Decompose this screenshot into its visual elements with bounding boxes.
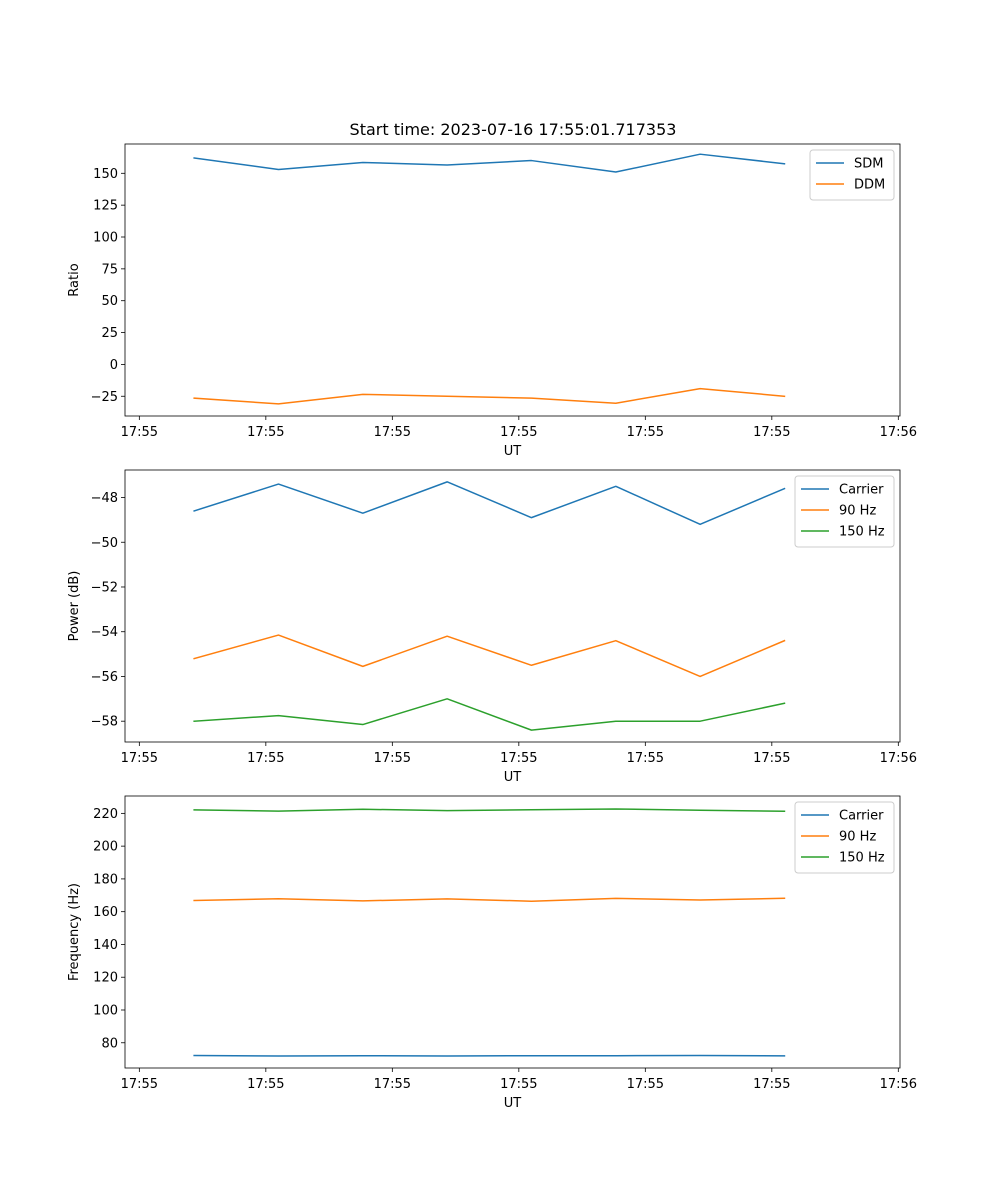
legend: Carrier 90 Hz 150 Hz <box>794 475 895 548</box>
y-tick-label: −56 <box>91 670 118 685</box>
y-tick-label: 125 <box>93 199 118 214</box>
y-tick-label: −25 <box>91 390 118 405</box>
legend-entry: 90 Hz <box>839 830 876 845</box>
legend-entry: SDM <box>854 157 883 172</box>
y-tick-label: −58 <box>91 715 118 730</box>
axes-frame <box>124 795 901 1069</box>
y-axis-label: Power (dB) <box>67 571 82 642</box>
x-axis-label: UT <box>504 1096 522 1111</box>
x-tick-label: 17:55 <box>500 751 537 766</box>
legend-entry: DDM <box>854 178 885 193</box>
subplot-2: 17:55 17:55 17:55 17:55 17:55 17:55 17:56 −58 −5… <box>67 469 917 785</box>
y-tick-label: 180 <box>93 872 118 887</box>
y-tick-label: −54 <box>91 625 118 640</box>
legend: SDM DDM <box>809 149 895 201</box>
y-tick-label: 220 <box>93 807 118 822</box>
x-tick-label: 17:55 <box>500 1077 537 1092</box>
x-tick-label: 17:55 <box>247 751 284 766</box>
y-tick-label: 200 <box>93 840 118 855</box>
y-tick-label: 50 <box>101 294 118 309</box>
legend-entry: 150 Hz <box>839 851 885 866</box>
legend-entry: Carrier <box>839 483 884 498</box>
legend: Carrier 90 Hz 150 Hz <box>794 801 895 874</box>
axes-frame <box>124 469 901 743</box>
y-tick-label: 140 <box>93 938 118 953</box>
subplots: 17:55 17:55 17:55 17:55 17:55 17:55 17:56 −25 0 2… <box>67 143 917 1111</box>
series-line-sdm <box>193 153 786 173</box>
series-line-150-hz <box>193 808 786 812</box>
chart-title: Start time: 2023-07-16 17:55:01.717353 <box>350 120 677 139</box>
series-line-150-hz <box>193 698 786 731</box>
y-tick-label: −50 <box>91 536 118 551</box>
x-tick-label: 17:55 <box>247 1077 284 1092</box>
axes-frame <box>124 143 901 417</box>
y-tick-label: 120 <box>93 971 118 986</box>
y-axis-label: Frequency (Hz) <box>67 883 82 981</box>
x-tick-label: 17:55 <box>374 1077 411 1092</box>
y-axis-label: Ratio <box>67 263 82 296</box>
x-axis-label: UT <box>504 444 522 459</box>
series-line-carrier <box>193 481 786 526</box>
x-tick-label: 17:55 <box>500 425 537 440</box>
subplot-3: 17:55 17:55 17:55 17:55 17:55 17:55 17:56 80 100… <box>67 795 917 1111</box>
x-tick-label: 17:55 <box>627 425 664 440</box>
y-tick-label: 100 <box>93 1003 118 1018</box>
legend-entry: 90 Hz <box>839 504 876 519</box>
x-tick-label: 17:55 <box>121 751 158 766</box>
y-tick-label: 25 <box>101 326 118 341</box>
x-tick-label: 17:56 <box>880 425 917 440</box>
legend-box <box>794 475 895 548</box>
x-tick-label: 17:55 <box>627 1077 664 1092</box>
series-line-90-hz <box>193 634 786 678</box>
x-tick-label: 17:55 <box>121 1077 158 1092</box>
x-tick-label: 17:55 <box>247 425 284 440</box>
x-tick-label: 17:55 <box>374 425 411 440</box>
y-tick-label: −48 <box>91 491 118 506</box>
y-tick-label: 100 <box>93 231 118 246</box>
x-tick-label: 17:56 <box>880 1077 917 1092</box>
y-tick-label: 80 <box>101 1036 118 1051</box>
y-tick-label: −52 <box>91 580 118 595</box>
y-tick-label: 160 <box>93 905 118 920</box>
x-axis-label: UT <box>504 770 522 785</box>
series-line-90-hz <box>193 897 786 902</box>
subplot-1: 17:55 17:55 17:55 17:55 17:55 17:55 17:56 −25 0 2… <box>67 143 917 459</box>
x-tick-label: 17:55 <box>753 1077 790 1092</box>
legend-entry: 150 Hz <box>839 525 885 540</box>
x-tick-label: 17:55 <box>753 425 790 440</box>
series-line-ddm <box>193 387 786 405</box>
x-tick-label: 17:55 <box>121 425 158 440</box>
x-tick-label: 17:55 <box>627 751 664 766</box>
x-tick-label: 17:56 <box>880 751 917 766</box>
y-tick-label: 75 <box>101 262 118 277</box>
y-tick-label: 150 <box>93 167 118 182</box>
legend-box <box>794 801 895 874</box>
x-tick-label: 17:55 <box>753 751 790 766</box>
y-tick-label: 0 <box>110 358 118 373</box>
legend-entry: Carrier <box>839 809 884 824</box>
x-tick-label: 17:55 <box>374 751 411 766</box>
